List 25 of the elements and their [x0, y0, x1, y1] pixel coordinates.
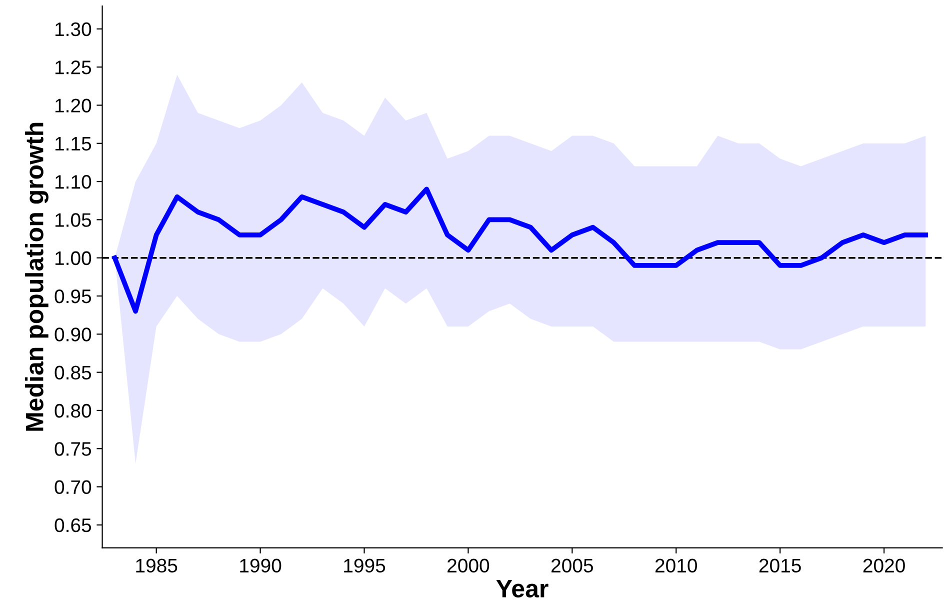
x-tick-label: 2005 [552, 558, 593, 573]
x-axis-title: Year [496, 580, 548, 598]
y-tick-label: 1.00 [56, 251, 92, 266]
x-tick-label: 2000 [448, 558, 490, 573]
y-tick-label: 1.05 [56, 213, 92, 227]
x-tick-label: 2010 [655, 558, 697, 573]
line-series [112, 186, 928, 314]
y-tick-label: 0.95 [54, 289, 92, 304]
y-tick-label: 0.90 [54, 328, 92, 342]
y-tick-label: 0.70 [54, 480, 92, 494]
y-tick-label: 0.85 [54, 366, 92, 380]
y-tick-label: 0.65 [54, 518, 92, 532]
y-tick-label: 0.75 [54, 442, 92, 456]
x-tick-label: 1995 [344, 558, 386, 573]
x-tick-label: 2015 [759, 558, 801, 573]
y-tick-label: 1.30 [56, 22, 92, 36]
y-axis-title: Median population growth [25, 122, 48, 431]
y-tick-label: 0.80 [54, 404, 92, 418]
y-tick-label: 1.10 [56, 175, 92, 189]
x-tick-label: 1990 [240, 558, 282, 573]
y-tick-label: 1.15 [56, 137, 92, 151]
x-tick-label: 2020 [863, 558, 905, 573]
y-tick-label: 1.20 [56, 98, 92, 112]
x-tick-label: 1985 [136, 558, 178, 573]
y-tick-label: 1.25 [56, 60, 92, 74]
